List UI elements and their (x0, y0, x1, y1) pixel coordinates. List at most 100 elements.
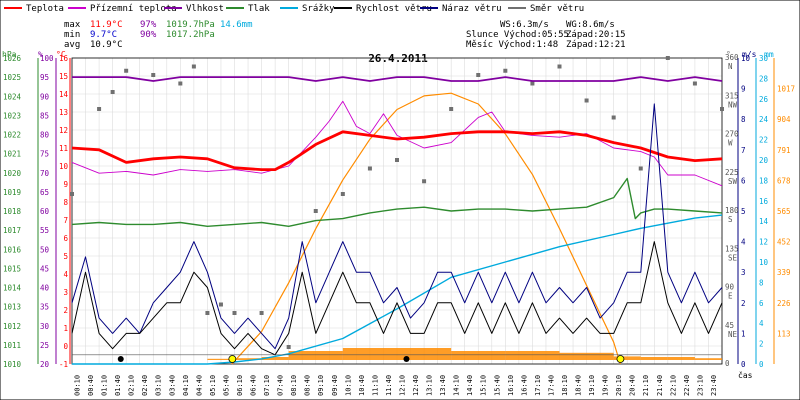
tick-x-43: 21:40 (656, 375, 664, 396)
tick-x-30: 15:10 (480, 375, 488, 396)
tick-x-46: 23:10 (696, 375, 704, 396)
wind-dir-point-21 (557, 64, 562, 69)
tick-c-16: 0 (63, 342, 68, 351)
rain-rate-bar-13 (667, 357, 695, 360)
tick-pct-0: 100 (40, 54, 54, 63)
tick-hpa-11: 1015 (3, 264, 21, 273)
info-block: WS:6.3m/s WG:8.6m/s Slunce Východ:05:55 … (466, 20, 626, 50)
tick-dir-4: 180 (725, 206, 739, 215)
tick-ms-9: 1 (741, 329, 746, 338)
tick-x-38: 19:10 (588, 375, 596, 396)
tick-x-9: 04:40 (195, 375, 203, 396)
tick-c-4: 12 (59, 126, 68, 135)
wind-dir-point-20 (530, 81, 535, 86)
tick-x-36: 18:10 (561, 375, 569, 396)
tick-hpa-1: 1025 (3, 73, 21, 82)
wind-dir-point-27 (720, 107, 724, 111)
tick-wm2-4: 565 (777, 207, 791, 216)
tick-dir-5: 135 (725, 244, 739, 253)
tick-hpa-5: 1021 (3, 150, 21, 159)
wind-dir-point-0 (70, 192, 74, 196)
unit-deg: ° (726, 50, 731, 59)
tick-x-10: 05:10 (209, 375, 217, 396)
tick-dir-name-0: N (728, 62, 733, 71)
tick-x-20: 10:10 (344, 375, 352, 396)
series-rain-line (72, 214, 723, 365)
tick-dir-3: 225 (725, 168, 739, 177)
tick-ms-0: 10 (741, 54, 751, 63)
tick-c-17: -1 (59, 360, 68, 369)
tick-x-2: 01:10 (101, 375, 109, 396)
tick-dir-name-5: SE (728, 253, 738, 262)
series-solar-line (231, 92, 621, 365)
legend-label-5: Rychlost větru (356, 4, 432, 14)
tick-mm-7: 16 (759, 197, 769, 206)
tick-x-12: 06:10 (236, 375, 244, 396)
tick-c-15: 1 (63, 324, 68, 333)
tick-x-0: 00:10 (73, 375, 81, 396)
stats-block: max 11.9°C 97% 1019.7hPa 14.6mm min 9.7°… (64, 20, 253, 50)
stats-max-rain: 14.6mm (220, 20, 253, 30)
tick-mm-0: 30 (759, 54, 769, 63)
tick-c-3: 13 (59, 108, 68, 117)
rain-rate-bar-2 (207, 358, 235, 360)
tick-x-42: 21:10 (642, 375, 650, 396)
unit-ms: m/s (742, 50, 757, 59)
tick-c-1: 15 (59, 72, 68, 81)
tick-c-13: 3 (63, 288, 68, 297)
unit-c: °C (56, 50, 66, 59)
tick-dir-name-7: NE (728, 330, 738, 339)
tick-dir-7: 45 (725, 321, 734, 330)
wind-dir-point-2 (110, 90, 115, 94)
tick-c-7: 9 (63, 180, 68, 189)
stats-max-label: max (64, 20, 81, 30)
unit-pct: % (38, 50, 43, 59)
rain-rate-bar-8 (451, 351, 506, 360)
tick-ms-1: 9 (741, 85, 746, 94)
tick-ms-4: 6 (741, 176, 746, 185)
tick-pct-7: 65 (40, 188, 49, 197)
tick-mm-15: 0 (759, 360, 764, 369)
wind-dir-point-12 (313, 209, 318, 213)
tick-x-8: 04:10 (182, 375, 190, 396)
wind-dir-point-5 (178, 81, 183, 86)
tick-dir-name-6: E (728, 292, 733, 301)
rain-rate-bar-14 (694, 358, 722, 360)
stats-max-hum: 97% (140, 20, 157, 30)
tick-mm-14: 2 (759, 340, 764, 349)
tick-x-4: 02:10 (128, 375, 136, 396)
tick-mm-2: 26 (759, 95, 769, 104)
tick-mm-1: 28 (759, 74, 769, 83)
info-sun-set: Západ:20:15 (566, 30, 626, 40)
tick-x-44: 22:10 (669, 375, 677, 396)
tick-ms-5: 5 (741, 207, 746, 216)
wind-dir-point-4 (151, 73, 156, 77)
tick-pct-16: 20 (40, 360, 50, 369)
tick-mm-4: 22 (759, 136, 768, 145)
wind-dir-point-13 (340, 192, 345, 196)
tick-x-17: 08:40 (304, 375, 312, 396)
rain-rate-bar-12 (640, 357, 668, 360)
tick-x-7: 03:40 (168, 375, 176, 396)
tick-wm2-7: 226 (777, 299, 791, 308)
legend-label-6: Náraz větru (442, 4, 502, 14)
tick-wm2-1: 904 (777, 115, 791, 124)
tick-dir-name-1: NW (728, 100, 738, 109)
rain-rate-bar-11 (613, 356, 641, 360)
tick-pct-10: 50 (40, 245, 50, 254)
tick-c-0: 16 (59, 54, 69, 63)
wind-dir-point-17 (449, 107, 454, 111)
tick-wm2-8: 113 (777, 329, 791, 338)
tick-wm2-6: 339 (777, 268, 791, 277)
tick-mm-13: 4 (759, 319, 764, 328)
sunrise-marker (228, 355, 237, 363)
tick-hpa-3: 1023 (3, 111, 21, 120)
rain-rate-bar-9 (505, 351, 560, 360)
tick-c-5: 11 (59, 144, 68, 153)
wind-dir-point-11 (286, 345, 291, 349)
axes: 1026102510241023102210211020101910181017… (3, 53, 795, 396)
tick-x-31: 15:40 (493, 375, 501, 396)
tick-ms-3: 7 (741, 146, 746, 155)
rain-rate-bar-5 (288, 351, 343, 360)
wind-dir-point-18 (476, 73, 481, 77)
